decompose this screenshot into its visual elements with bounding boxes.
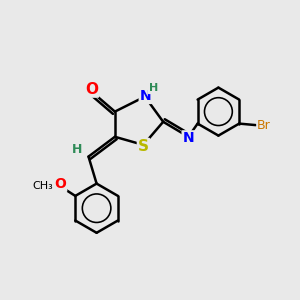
- Text: H: H: [149, 83, 158, 93]
- Text: O: O: [85, 82, 98, 97]
- Text: H: H: [72, 142, 82, 156]
- Text: Br: Br: [257, 118, 271, 132]
- Text: N: N: [140, 89, 151, 103]
- Text: CH₃: CH₃: [33, 181, 54, 191]
- Text: S: S: [138, 139, 149, 154]
- Text: N: N: [183, 131, 194, 145]
- Text: O: O: [54, 177, 66, 191]
